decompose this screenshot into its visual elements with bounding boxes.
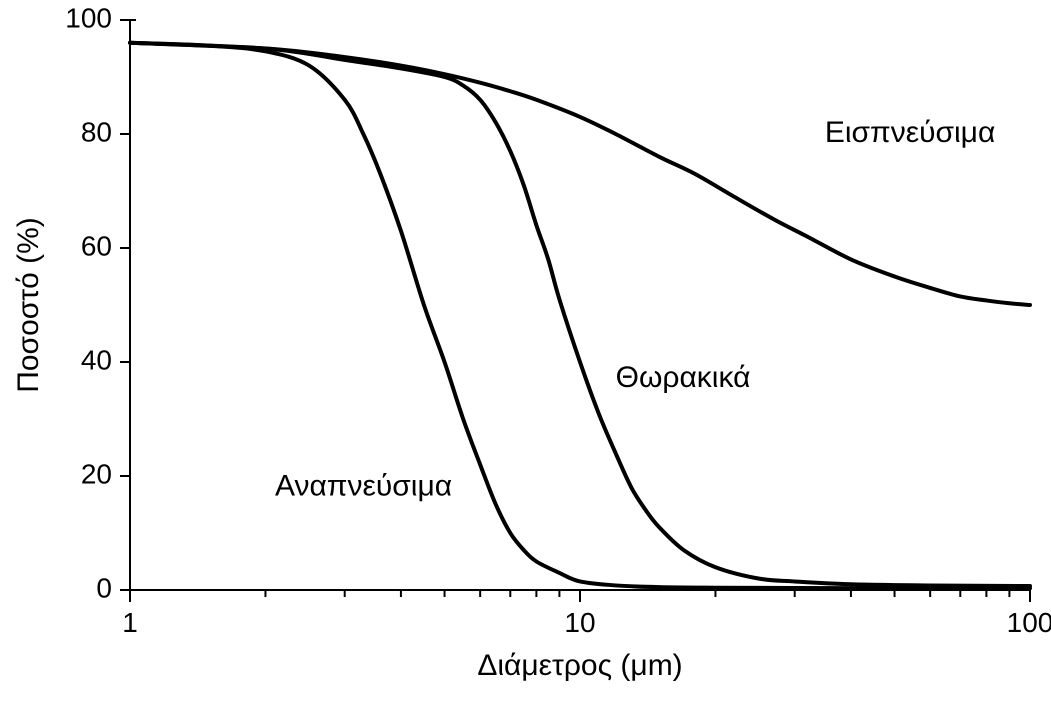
y-tick-label: 60 (81, 230, 112, 261)
respirable-label: Αναπνεύσιμα (275, 469, 452, 502)
x-axis-title: Διάμετρος (μm) (477, 649, 682, 682)
y-ticks-group (120, 20, 130, 590)
y-axis-title: Ποσοστό (%) (12, 217, 45, 393)
thoracic-label: Θωρακικά (616, 361, 751, 394)
y-tick-label: 100 (65, 2, 112, 33)
x-tick-label: 100 (1007, 607, 1051, 638)
inhalable-curve (130, 43, 1030, 305)
particle-fraction-chart: 1 10 100 0 20 40 60 80 100 Αναπνεύσιμα Θωρακικά Ε… (0, 0, 1051, 708)
x-tick-label: 10 (564, 607, 595, 638)
inhalable-label: Εισπνεύσιμα (825, 116, 995, 149)
series-labels: Αναπνεύσιμα Θωρακικά Εισπνεύσιμα (275, 116, 995, 502)
x-ticklabels: 1 10 100 (122, 607, 1051, 638)
y-tick-label: 40 (81, 344, 112, 375)
y-tick-label: 0 (96, 572, 112, 603)
axes-group (130, 20, 1030, 590)
y-ticklabels: 0 20 40 60 80 100 (65, 2, 112, 603)
y-tick-label: 80 (81, 116, 112, 147)
x-tick-label: 1 (122, 607, 138, 638)
chart-svg: 1 10 100 0 20 40 60 80 100 Αναπνεύσιμα Θωρακικά Ε… (0, 0, 1051, 708)
y-tick-label: 20 (81, 458, 112, 489)
x-ticks-group (130, 590, 1030, 602)
